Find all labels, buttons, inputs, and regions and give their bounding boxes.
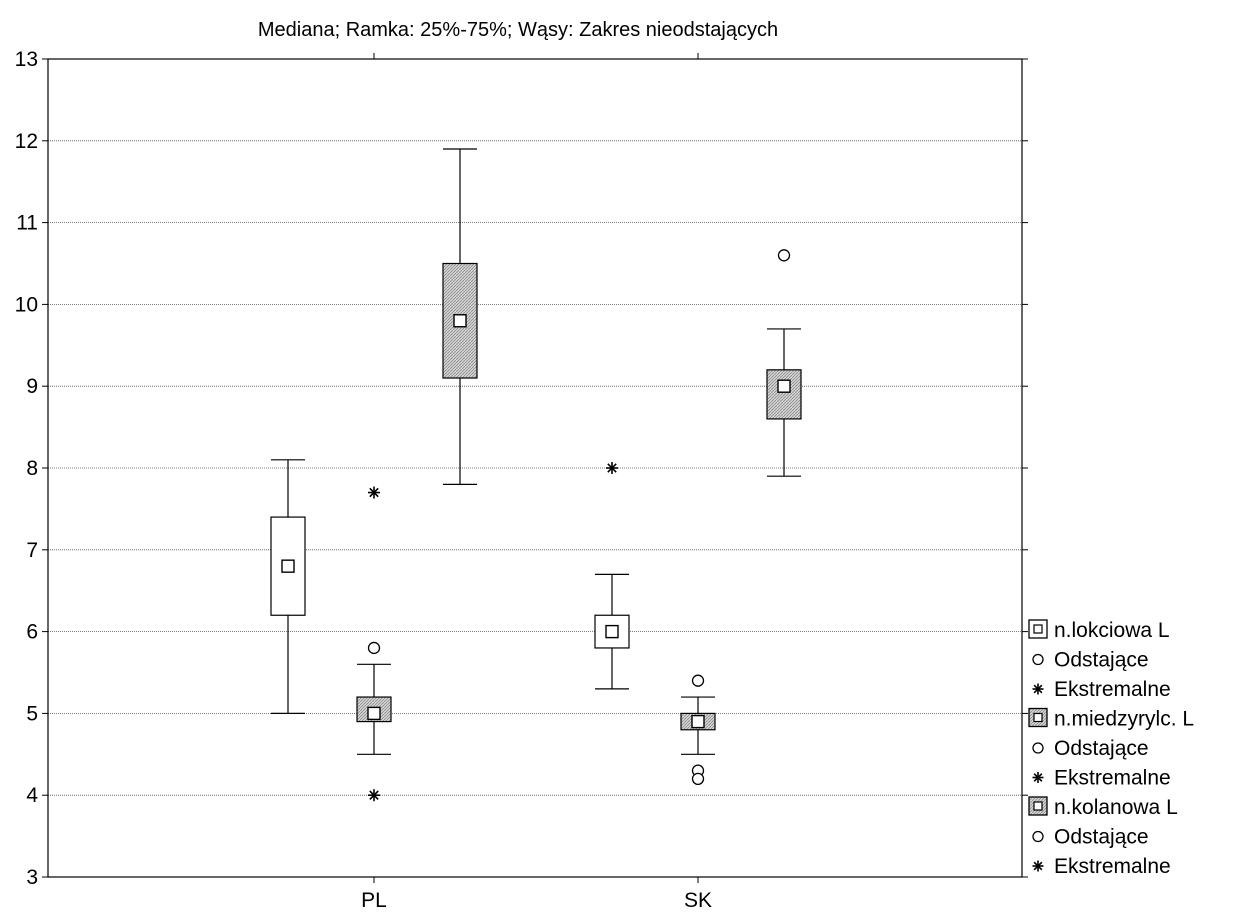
legend-outlier-swatch xyxy=(1032,653,1044,666)
median-marker xyxy=(453,314,467,328)
legend-label: Ekstremalne xyxy=(1054,678,1171,701)
legend-extreme-swatch xyxy=(1032,772,1044,783)
median-marker xyxy=(777,379,791,393)
y-tick-label: 9 xyxy=(26,375,38,398)
chart-subtitle: Mediana; Ramka: 25%-75%; Wąsy: Zakres ni… xyxy=(258,19,778,41)
x-tick-label: PL xyxy=(361,889,387,912)
outlier-point xyxy=(691,674,705,687)
legend-outlier-swatch xyxy=(1032,830,1044,843)
median-marker xyxy=(367,706,381,721)
extreme-point xyxy=(368,486,380,499)
outlier-point xyxy=(367,641,381,655)
legend-extreme-swatch xyxy=(1032,683,1044,695)
y-tick-label: 3 xyxy=(26,866,38,889)
y-tick-label: 13 xyxy=(15,48,38,71)
legend-label: Ekstremalne xyxy=(1054,855,1171,878)
y-tick-label: 8 xyxy=(26,457,38,480)
y-tick-label: 7 xyxy=(26,539,38,562)
legend-median-swatch xyxy=(1033,801,1043,811)
legend-label: Odstające xyxy=(1054,737,1149,760)
extreme-point xyxy=(368,789,380,802)
y-tick-label: 11 xyxy=(16,212,38,235)
median-marker xyxy=(281,559,295,573)
y-axis: 3 4 5 6 7 8 9 10 11 12 13 xyxy=(15,48,1028,889)
outlier-point xyxy=(691,772,705,785)
legend-label: n.lokciowa L xyxy=(1054,619,1170,642)
median-marker xyxy=(691,714,705,729)
plot-frame xyxy=(47,58,1023,878)
legend-label: n.kolanowa L xyxy=(1054,796,1178,819)
legend-extreme-swatch xyxy=(1032,860,1044,872)
median-marker xyxy=(605,624,619,639)
legend-label: Odstające xyxy=(1054,649,1149,672)
legend-outlier-swatch xyxy=(1032,742,1044,754)
legend: n.lokciowa L Odstające Ekstremalne n.miedzy… xyxy=(1028,619,1194,878)
x-tick-label: SK xyxy=(684,889,712,912)
y-tick-label: 4 xyxy=(26,784,38,807)
gridlines xyxy=(48,140,1022,796)
x-axis: PL SK xyxy=(361,53,712,912)
legend-median-swatch xyxy=(1033,624,1043,634)
legend-median-swatch xyxy=(1033,712,1043,723)
y-tick-label: 5 xyxy=(26,702,38,725)
iqr-box xyxy=(766,369,802,420)
y-tick-label: 10 xyxy=(15,293,38,316)
extreme-point xyxy=(606,462,618,474)
legend-label: Ekstremalne xyxy=(1054,767,1171,790)
legend-label: Odstające xyxy=(1054,826,1149,849)
outlier-point xyxy=(777,249,791,262)
legend-label: n.miedzyrylc. L xyxy=(1054,708,1194,731)
y-tick-label: 6 xyxy=(26,621,38,644)
box-series xyxy=(270,148,802,802)
y-tick-label: 12 xyxy=(15,130,38,153)
